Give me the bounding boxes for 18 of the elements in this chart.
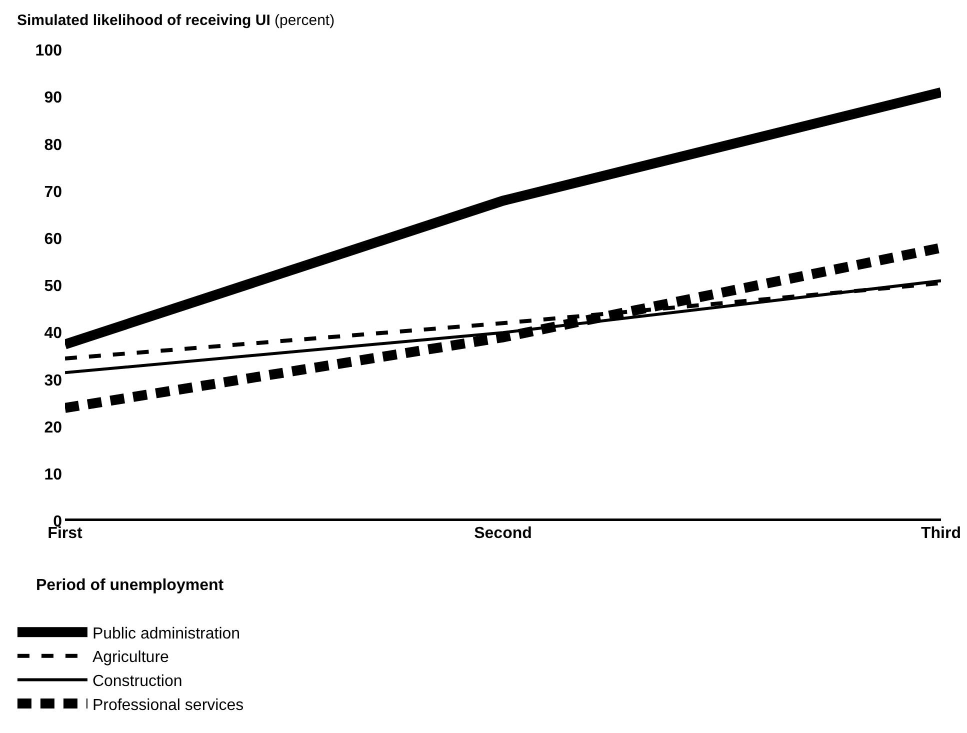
x-tick-label: Third (921, 525, 961, 542)
y-tick-label: 50 (44, 278, 62, 296)
y-tick-label: 60 (44, 231, 62, 248)
legend-label: Public administration (92, 625, 240, 642)
y-tick-label: 40 (44, 325, 62, 342)
y-tick-label: 10 (44, 466, 62, 484)
y-tick-label: 100 (35, 42, 62, 60)
x-tick-label: Second (474, 525, 532, 542)
x-axis-title: Period of unemployment (36, 577, 224, 594)
y-tick-label: 80 (44, 136, 62, 154)
y-tick-label: 20 (44, 419, 62, 436)
legend-label: Construction (92, 672, 182, 690)
y-axis-title: Simulated likelihood of receiving UI (percent) (17, 12, 335, 29)
legend-label: Agriculture (92, 649, 170, 666)
y-tick-label: 30 (44, 372, 62, 390)
legend-label: Professional services (92, 696, 244, 714)
y-tick-label: 90 (44, 90, 62, 107)
y-tick-label: 70 (44, 184, 62, 201)
